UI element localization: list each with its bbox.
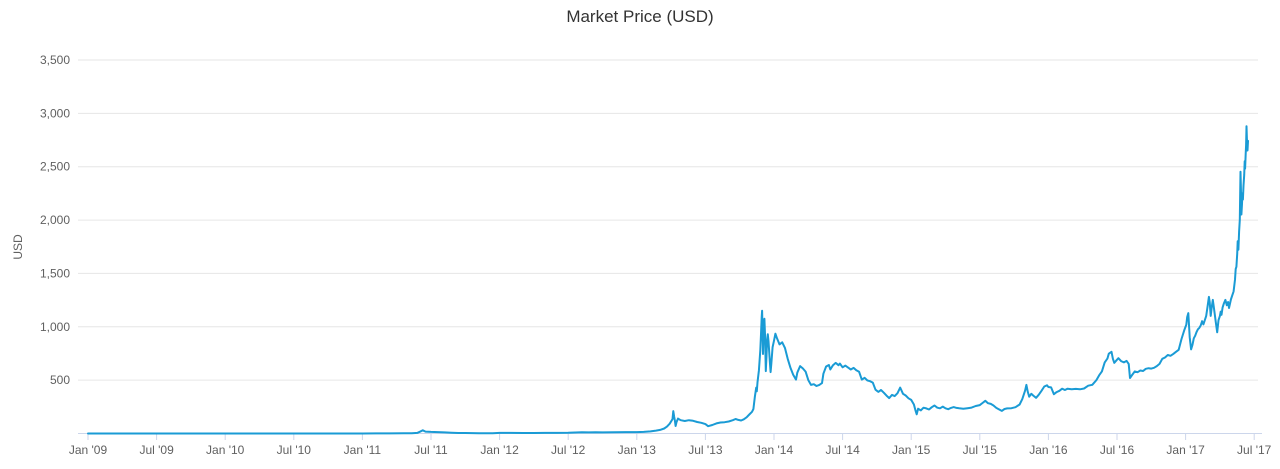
x-axis-label: Jan '13 (618, 443, 657, 457)
x-axis-label: Jan '10 (206, 443, 245, 457)
y-gridlines (78, 59, 1258, 381)
x-axis-label: Jan '09 (69, 443, 108, 457)
y-axis-label: 2,000 (40, 213, 70, 227)
x-axis-label: Jan '12 (480, 443, 519, 457)
x-axis-label: Jan '15 (892, 443, 931, 457)
y-axis-labels: 500 1,000 1,500 2,000 2,500 3,000 3,500 (40, 53, 70, 387)
x-axis-label: Jan '14 (755, 443, 794, 457)
chart-title: Market Price (USD) (566, 7, 713, 26)
x-axis-ticks (87, 433, 1255, 440)
x-axis-label: Jan '11 (344, 443, 382, 457)
x-axis-label: Jul '14 (825, 443, 860, 457)
y-axis-label: 3,000 (40, 106, 70, 120)
y-axis-label: 500 (50, 373, 70, 387)
x-axis-labels: Jan '09 Jul '09 Jan '10 Jul '10 Jan '11 Jul '… (69, 443, 1272, 457)
y-axis-title: USD (11, 234, 25, 260)
y-axis-label: 3,500 (40, 53, 70, 67)
x-axis-label: Jul '17 (1237, 443, 1272, 457)
x-axis-label: Jan '17 (1166, 443, 1205, 457)
price-line-series (87, 125, 1249, 435)
y-axis-label: 2,500 (40, 160, 70, 174)
y-axis-label: 1,000 (40, 320, 70, 334)
x-axis-label: Jan '16 (1029, 443, 1068, 457)
plot-area[interactable] (78, 60, 1258, 434)
x-axis-label: Jul '16 (1100, 443, 1135, 457)
x-axis-label: Jul '10 (277, 443, 312, 457)
x-axis-label: Jul '15 (963, 443, 998, 457)
x-axis-label: Jul '12 (551, 443, 586, 457)
y-axis-label: 1,500 (40, 266, 70, 280)
x-axis-label: Jul '13 (688, 443, 723, 457)
x-axis-label: Jul '11 (414, 443, 448, 457)
x-axis-label: Jul '09 (139, 443, 174, 457)
